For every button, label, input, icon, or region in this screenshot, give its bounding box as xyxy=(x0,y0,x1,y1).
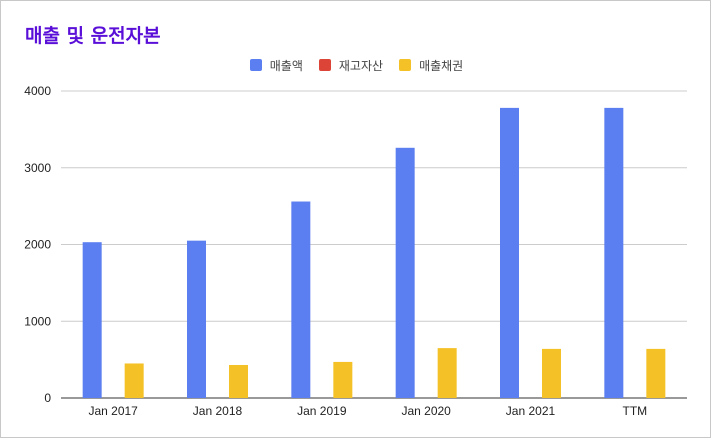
legend-label-sales: 매출액 xyxy=(269,58,303,73)
bar-2-5 xyxy=(646,348,666,398)
bar-0-4 xyxy=(500,107,519,398)
legend-swatch-receivables xyxy=(399,59,412,71)
y-tick-label: 1000 xyxy=(24,314,51,328)
legend-item-sales: 매출액 xyxy=(249,57,303,74)
x-tick-label: Jan 2019 xyxy=(297,404,347,418)
x-tick-label: Jan 2021 xyxy=(506,404,556,418)
bar-0-0 xyxy=(82,242,102,398)
y-tick-label: 2000 xyxy=(24,238,51,252)
x-tick-label: Jan 2017 xyxy=(88,404,138,418)
bar-0-1 xyxy=(187,240,206,398)
legend-swatch-inventory xyxy=(318,59,331,71)
bar-0-3 xyxy=(395,147,415,398)
legend-swatch-sales xyxy=(249,59,262,71)
x-tick-label: Jan 2020 xyxy=(401,404,451,418)
bar-2-0 xyxy=(124,363,144,398)
bar-0-5 xyxy=(604,107,624,398)
y-tick-label: 0 xyxy=(44,391,51,405)
chart-legend: 매출액 재고자산 매출채권 xyxy=(1,55,711,75)
legend-label-inventory: 재고자산 xyxy=(338,58,384,73)
bar-2-2 xyxy=(333,361,353,398)
legend-label-receivables: 매출채권 xyxy=(419,58,464,73)
bar-0-2 xyxy=(291,201,311,398)
bar-2-1 xyxy=(229,364,248,398)
x-tick-label: Jan 2018 xyxy=(193,404,243,418)
chart-title: 매출 및 운전자본 xyxy=(25,25,161,47)
y-tick-label: 3000 xyxy=(24,161,51,175)
bar-2-4 xyxy=(542,348,561,398)
y-tick-label: 4000 xyxy=(24,84,51,98)
x-tick-label: TTM xyxy=(623,404,648,418)
legend-item-receivables: 매출채권 xyxy=(399,57,463,74)
legend-item-inventory: 재고자산 xyxy=(318,57,384,74)
bar-2-3 xyxy=(437,348,457,398)
